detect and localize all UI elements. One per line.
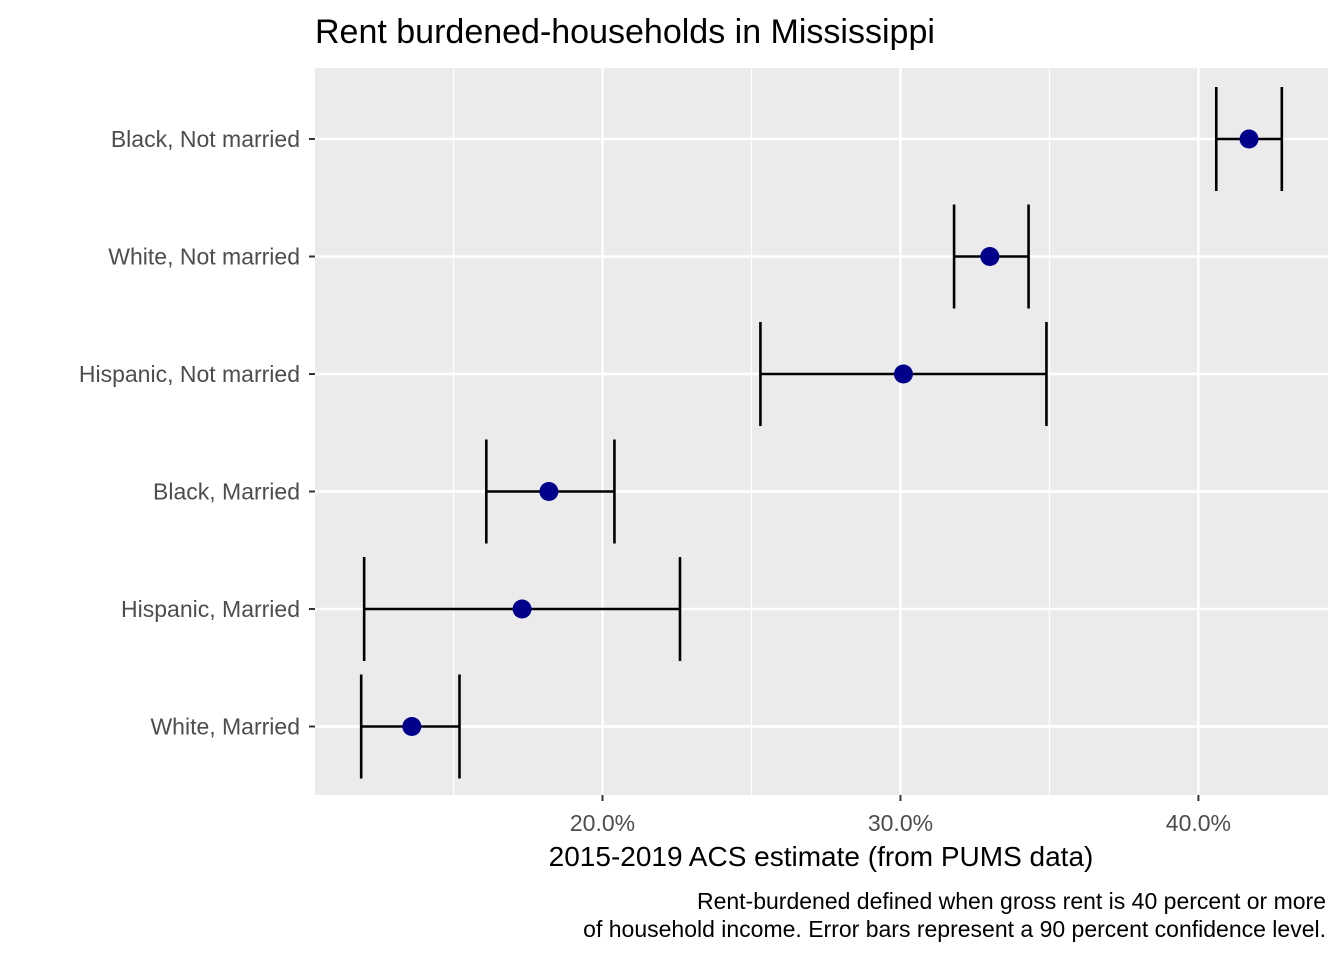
y-tick-label: Black, Married bbox=[153, 479, 300, 505]
x-axis: 20.0% 30.0% 40.0% bbox=[570, 795, 1231, 836]
estimate-point bbox=[512, 599, 532, 619]
caption-line-2: of household income. Error bars represen… bbox=[583, 916, 1326, 942]
data-points bbox=[402, 129, 1259, 736]
caption-line-1: Rent-burdened defined when gross rent is… bbox=[697, 888, 1326, 914]
estimate-point bbox=[1239, 129, 1259, 149]
y-axis: Black, Not married White, Not married Hisp… bbox=[79, 126, 315, 740]
estimate-point bbox=[980, 247, 1000, 266]
y-tick-label: Hispanic, Not married bbox=[79, 361, 300, 387]
plot-panel bbox=[315, 68, 1328, 795]
chart-title: Rent burdened-households in Mississippi bbox=[315, 13, 935, 51]
y-tick-label: White, Not married bbox=[108, 244, 300, 270]
estimate-point bbox=[539, 482, 559, 501]
y-tick-label: Hispanic, Married bbox=[121, 596, 300, 622]
x-tick-label: 40.0% bbox=[1166, 810, 1231, 836]
estimate-point bbox=[402, 717, 422, 736]
y-tick-label: White, Married bbox=[150, 714, 300, 740]
estimate-point bbox=[893, 364, 913, 384]
x-tick-label: 30.0% bbox=[868, 810, 933, 836]
x-tick-label: 20.0% bbox=[570, 810, 635, 836]
x-axis-title: 2015-2019 ACS estimate (from PUMS data) bbox=[549, 841, 1094, 872]
y-tick-label: Black, Not married bbox=[111, 126, 300, 152]
